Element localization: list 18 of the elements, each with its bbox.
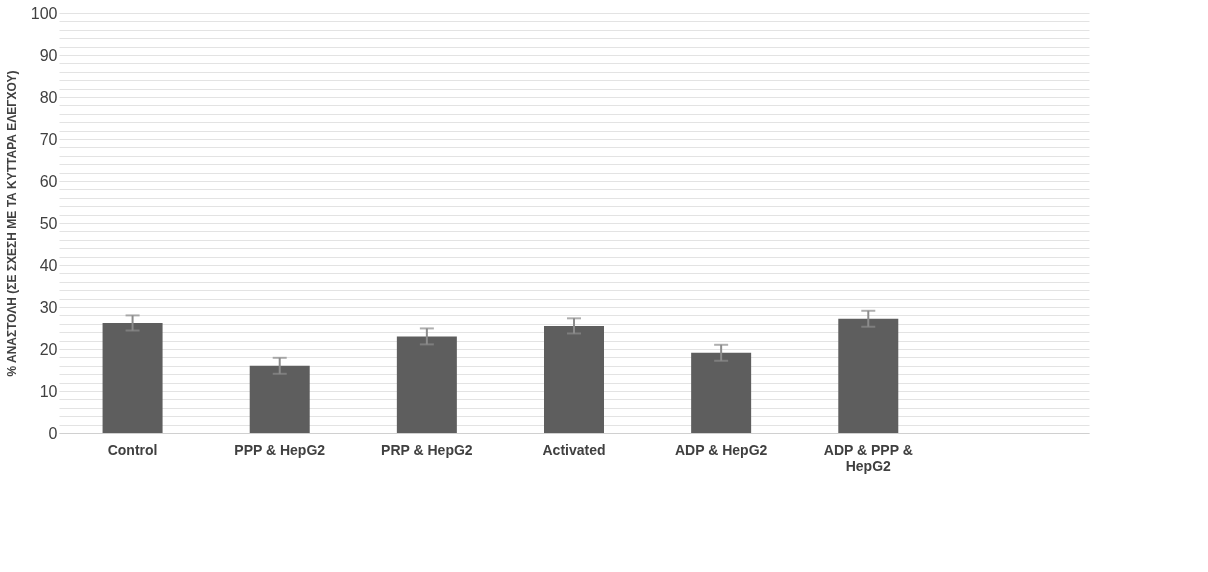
x-tick-label: PPP & HepG2	[234, 441, 326, 458]
y-axis-title: % ΑΝΑΣΤΟΛΗ (ΣΕ ΣΧΕΣΗ ΜΕ ΤΑ ΚΥΤΤΑΡΑ ΕΛΕΓΧΟΥ)	[4, 70, 19, 377]
x-tick-label: PRP & HepG2	[381, 441, 473, 458]
y-tick-label: 0	[48, 424, 58, 442]
y-tick-label: 100	[30, 4, 58, 22]
y-tick-label: 90	[39, 46, 58, 64]
x-tick-label: ADP & PPP & HepG2	[823, 441, 913, 474]
x-tick-label: ADP & HepG2	[674, 441, 768, 458]
x-tick-label: Activated	[542, 441, 606, 458]
y-tick-label: 70	[39, 130, 58, 148]
x-tick-label: Control	[107, 441, 158, 458]
y-tick-label: 10	[39, 382, 58, 400]
y-tick-label: 80	[39, 88, 58, 106]
y-tick-label: 40	[39, 256, 58, 274]
y-tick-label: 30	[39, 298, 58, 316]
y-tick-label: 60	[39, 172, 58, 190]
y-tick-label: 20	[39, 340, 58, 358]
y-tick-label: 50	[39, 214, 58, 232]
